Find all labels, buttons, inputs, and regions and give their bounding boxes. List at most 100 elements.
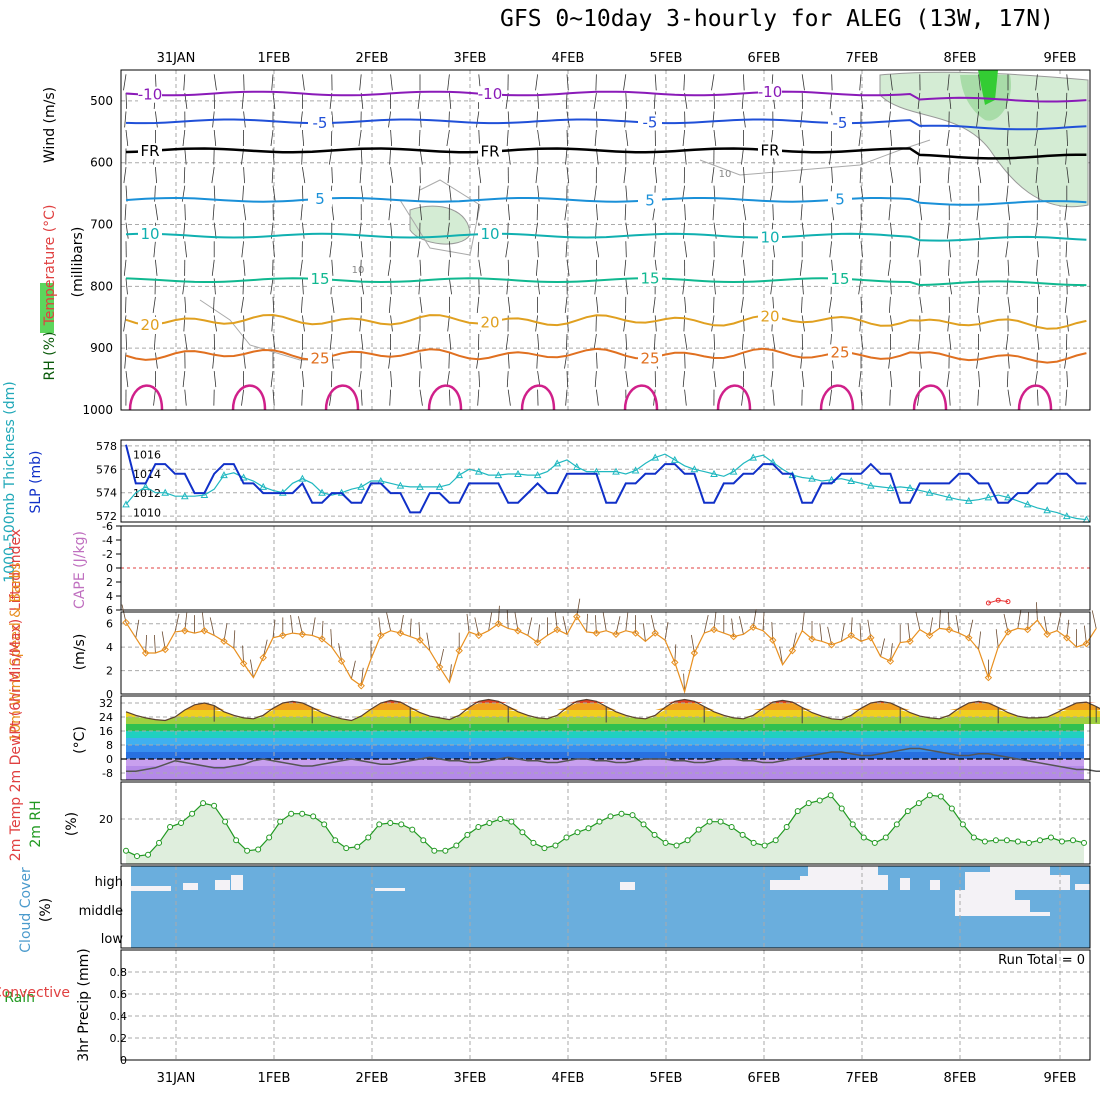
wind-barb <box>331 167 333 184</box>
wind-barb <box>654 74 657 91</box>
wind-barb <box>978 371 981 388</box>
wind-barb <box>123 74 127 91</box>
li-tick: 4 <box>106 590 113 603</box>
surface-wind-barb <box>995 629 999 648</box>
wind-barb <box>741 333 744 351</box>
wind-barb <box>331 204 335 221</box>
thickness-point <box>259 482 268 490</box>
wind-barb <box>623 259 627 276</box>
wind-barb <box>270 129 274 147</box>
surface-wind-barb <box>466 613 470 632</box>
isotherm-30-loop <box>128 384 164 411</box>
wind-barb <box>593 333 597 351</box>
rh-point <box>552 842 559 849</box>
wind-barb <box>919 167 921 184</box>
wind-speed-point <box>337 657 346 665</box>
rh-point <box>486 820 493 826</box>
wind-barb <box>566 371 569 388</box>
rh-point <box>541 845 548 852</box>
wind-barb <box>1035 167 1038 184</box>
wind-barb <box>507 204 510 221</box>
wind-barb <box>858 222 862 239</box>
wind-barb <box>978 167 982 184</box>
wind-speed-point <box>357 682 365 690</box>
wind-barb <box>243 352 246 369</box>
surface-wind-barb <box>1056 612 1062 631</box>
date-label-top: 4FEB <box>552 51 585 66</box>
wind-tick: 4 <box>106 641 113 654</box>
wind-barb <box>713 371 717 388</box>
date-label-top: 1FEB <box>258 51 291 66</box>
wind-barb <box>1036 259 1038 276</box>
cloud-level-label: high <box>95 875 123 890</box>
surface-wind-barb <box>602 612 607 631</box>
wind-barb <box>182 129 186 147</box>
isotherm-30-loop <box>520 384 556 411</box>
wind-barb <box>801 74 805 91</box>
wind-barb <box>1007 204 1011 221</box>
rh-point <box>959 821 966 828</box>
wind-barb <box>654 315 657 332</box>
wind-barb <box>888 111 891 128</box>
li-tick: 6 <box>106 604 113 617</box>
wind-barb <box>359 315 362 332</box>
wind-speed-point <box>239 659 248 668</box>
surface-wind-barb <box>1017 610 1022 629</box>
isotherm-30-loop <box>231 384 267 411</box>
precip-tick: 0.2 <box>110 1032 128 1045</box>
wind-barb <box>537 129 541 147</box>
wind-barb <box>682 278 685 295</box>
isotherm-30-loop <box>623 384 659 411</box>
wind-barb <box>505 241 509 258</box>
rh-area <box>126 795 1084 864</box>
temp-tick: -8 <box>102 767 113 780</box>
wind-barb <box>594 129 597 147</box>
wind-barb <box>331 259 334 276</box>
wind-barb <box>417 92 421 109</box>
wind-barb <box>596 204 598 221</box>
isotherm-label: 20 <box>760 307 779 325</box>
rh-point <box>233 837 240 844</box>
wind-barb <box>684 352 686 369</box>
rh-point <box>761 842 768 849</box>
wind-barb <box>831 74 833 91</box>
thickness-point <box>200 491 209 499</box>
thickness-point <box>1043 506 1052 514</box>
rh-point <box>1047 834 1054 841</box>
wind-barb <box>507 222 509 239</box>
wind-barb <box>771 167 774 184</box>
surface-wind-barb <box>488 612 492 631</box>
wind-barb <box>271 167 274 184</box>
wind-barb <box>946 371 950 388</box>
temp-tick: 8 <box>106 739 113 752</box>
wind-barb <box>625 371 629 388</box>
wind-barb <box>654 167 658 184</box>
isotherm-label: 10 <box>140 225 159 243</box>
wind-speed-point <box>573 612 581 621</box>
rh-point <box>640 821 647 828</box>
precip-convective-label: Convective <box>0 985 70 1001</box>
wind-barb <box>535 167 538 184</box>
wind-barb <box>1007 259 1010 276</box>
wind-barb <box>1037 389 1039 406</box>
cloud-unit-label: (%) <box>38 898 54 922</box>
wind-barb <box>123 259 127 276</box>
rh-point <box>750 839 757 846</box>
wind-barb <box>360 185 364 202</box>
slp-tick: 1016 <box>133 448 161 461</box>
rh-point <box>618 810 625 817</box>
wind-barb <box>799 259 803 276</box>
wind-barb <box>741 92 744 109</box>
wind-barb <box>978 74 981 91</box>
wind-barb <box>564 204 568 221</box>
wind-barb <box>449 92 452 109</box>
wind-speed-point <box>181 627 189 635</box>
li-point <box>985 600 991 606</box>
wind-barb <box>449 333 452 351</box>
wind-barb <box>711 74 715 91</box>
thickness-point <box>239 473 248 481</box>
wind-barb <box>537 185 540 202</box>
thickness-point <box>808 474 816 482</box>
thickness-point <box>631 466 640 474</box>
rh-point <box>332 837 339 844</box>
